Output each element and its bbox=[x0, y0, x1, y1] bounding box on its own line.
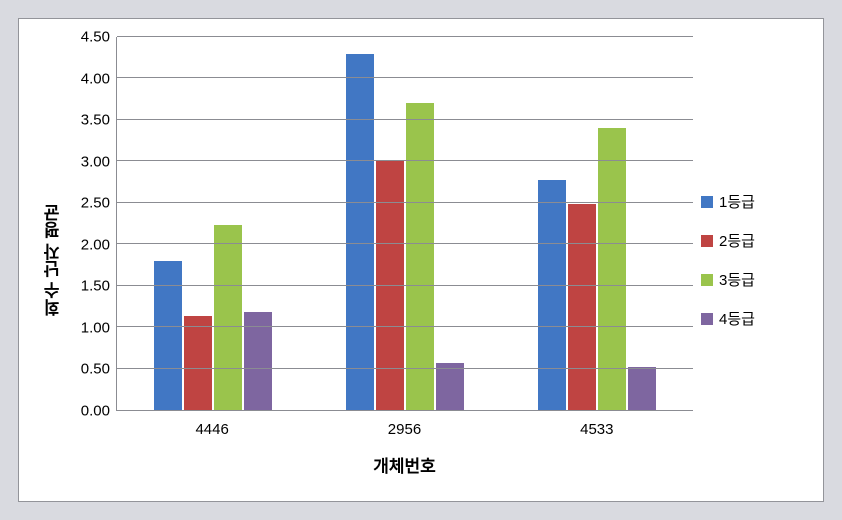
plot-row: 0.000.501.001.502.002.503.003.504.004.50 bbox=[70, 37, 693, 411]
legend-swatch bbox=[701, 235, 713, 247]
y-tick-label: 1.00 bbox=[81, 319, 110, 336]
legend-label: 4등급 bbox=[719, 308, 755, 329]
category-group bbox=[501, 37, 693, 410]
x-axis-ticks: 444629564533 bbox=[116, 411, 693, 438]
legend-label: 3등급 bbox=[719, 269, 755, 290]
y-tick-label: 3.00 bbox=[81, 153, 110, 170]
gridline bbox=[117, 368, 693, 369]
bars-layer bbox=[117, 37, 693, 410]
bar bbox=[376, 161, 404, 410]
gridline bbox=[117, 77, 693, 78]
legend-item: 1등급 bbox=[701, 191, 805, 212]
chart-main: 회수 난자 평균 0.00 0.50 1.00 1.50 2.00 2.50 3.00 3.5… bbox=[19, 19, 693, 501]
bar bbox=[436, 363, 464, 410]
legend-swatch bbox=[701, 313, 713, 325]
y-axis-ticks: 0.000.501.001.502.002.503.003.504.004.50 bbox=[70, 37, 116, 411]
y-tick-label: 4.00 bbox=[81, 70, 110, 87]
x-tick-label: 2956 bbox=[308, 421, 500, 438]
x-tick-label: 4446 bbox=[116, 421, 308, 438]
y-tick-label: 1.50 bbox=[81, 278, 110, 295]
gridline bbox=[117, 119, 693, 120]
legend: 1등급 2등급 3등급 4등급 bbox=[693, 19, 823, 501]
gridline bbox=[117, 202, 693, 203]
category-group bbox=[117, 37, 309, 410]
legend-item: 2등급 bbox=[701, 230, 805, 251]
gridline bbox=[117, 243, 693, 244]
legend-label: 2등급 bbox=[719, 230, 755, 251]
y-tick-label: 4.50 bbox=[81, 29, 110, 46]
x-tick-label: 4533 bbox=[501, 421, 693, 438]
bar bbox=[214, 225, 242, 410]
gridline bbox=[117, 285, 693, 286]
x-axis-title: 개체번호 bbox=[116, 438, 693, 483]
bar bbox=[406, 103, 434, 410]
legend-label: 1등급 bbox=[719, 191, 755, 212]
y-tick-label: 0.50 bbox=[81, 361, 110, 378]
bar bbox=[628, 367, 656, 410]
legend-swatch bbox=[701, 274, 713, 286]
y-tick-label: 2.00 bbox=[81, 236, 110, 253]
category-group bbox=[309, 37, 501, 410]
gridline bbox=[117, 36, 693, 37]
bar bbox=[568, 204, 596, 410]
y-axis-title: 회수 난자 평균 bbox=[37, 37, 70, 483]
legend-item: 3등급 bbox=[701, 269, 805, 290]
legend-item: 4등급 bbox=[701, 308, 805, 329]
chart-frame: 회수 난자 평균 0.00 0.50 1.00 1.50 2.00 2.50 3.00 3.5… bbox=[18, 18, 824, 502]
chart-container: 회수 난자 평균 0.00 0.50 1.00 1.50 2.00 2.50 3.00 3.5… bbox=[0, 0, 842, 520]
bar bbox=[346, 54, 374, 410]
gridline bbox=[117, 326, 693, 327]
plot-column: 0.000.501.001.502.002.503.003.504.004.50… bbox=[70, 37, 693, 483]
y-tick-label: 0.00 bbox=[81, 403, 110, 420]
gridline bbox=[117, 160, 693, 161]
y-tick-label: 3.50 bbox=[81, 112, 110, 129]
plot-area bbox=[116, 37, 693, 411]
legend-swatch bbox=[701, 196, 713, 208]
bar bbox=[184, 316, 212, 410]
bar bbox=[538, 180, 566, 410]
y-tick-label: 2.50 bbox=[81, 195, 110, 212]
bar bbox=[154, 261, 182, 410]
